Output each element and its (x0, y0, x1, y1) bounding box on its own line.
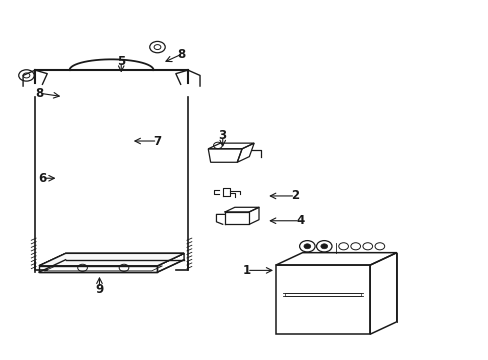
Text: 4: 4 (295, 214, 304, 227)
Bar (284, 293, 361, 296)
Circle shape (320, 244, 327, 249)
Text: 1: 1 (243, 264, 250, 277)
Text: 7: 7 (153, 135, 161, 148)
Polygon shape (39, 253, 183, 266)
Circle shape (304, 244, 310, 249)
Text: 5: 5 (117, 55, 125, 68)
Text: 2: 2 (290, 189, 299, 202)
Text: 6: 6 (38, 172, 46, 185)
Text: 3: 3 (218, 129, 226, 142)
Text: 8: 8 (177, 48, 185, 61)
Text: 8: 8 (35, 87, 43, 100)
Text: 9: 9 (95, 283, 103, 296)
